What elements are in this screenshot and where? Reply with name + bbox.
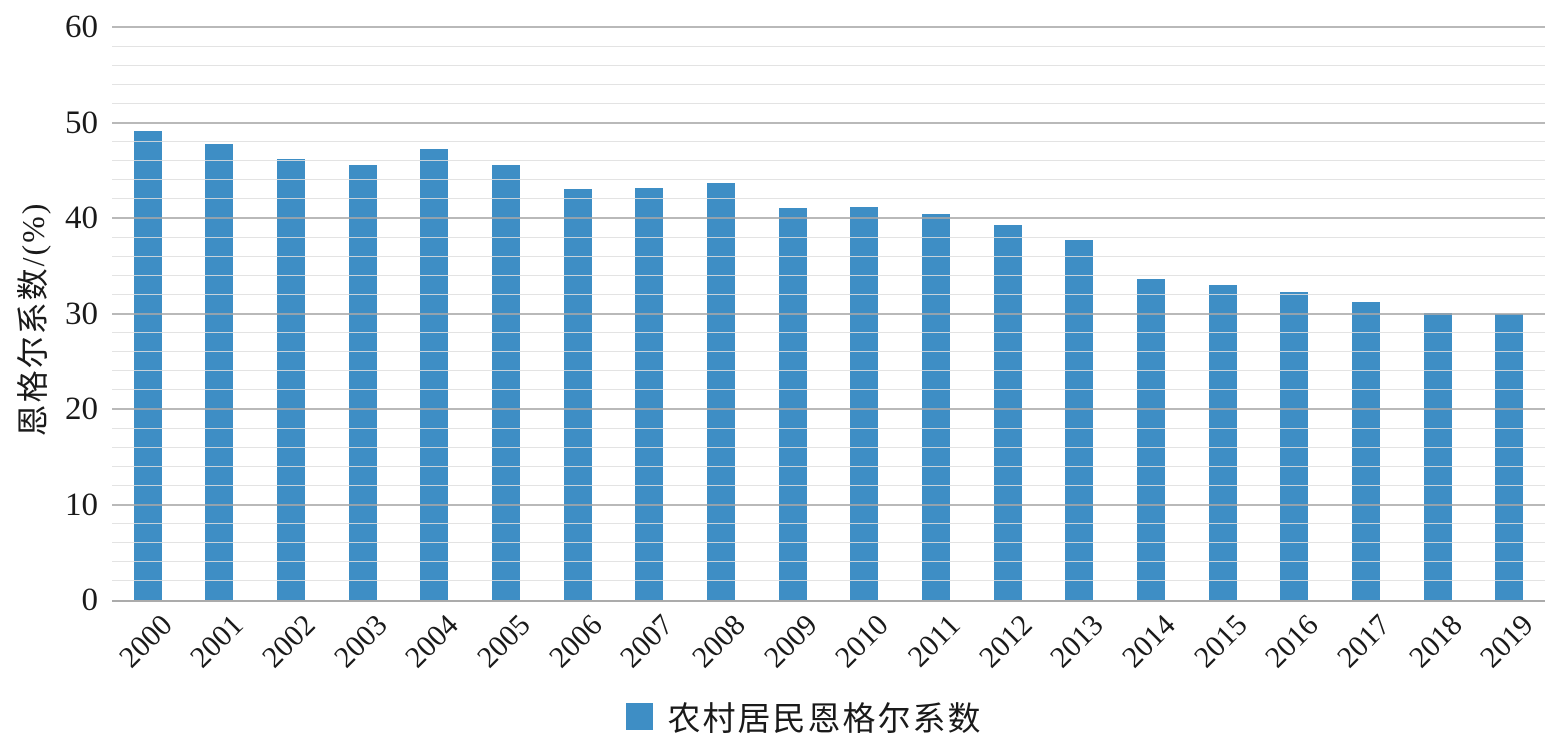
bar-2017 [1351, 302, 1380, 600]
legend-label: 农村居民恩格尔系数 [667, 702, 983, 738]
minor-gridline [112, 389, 1545, 391]
bar-2011 [921, 214, 950, 600]
minor-gridline [112, 102, 1545, 104]
y-tick-label: 30 [65, 295, 98, 332]
y-tick-label: 40 [65, 200, 98, 236]
minor-gridline [112, 523, 1545, 525]
bar-2012 [993, 224, 1022, 600]
bar-2015 [1208, 284, 1237, 600]
bar-2014 [1136, 279, 1165, 600]
minor-gridline [112, 179, 1545, 181]
minor-gridline [112, 64, 1545, 66]
minor-gridline [112, 332, 1545, 334]
bar-2004 [420, 149, 449, 600]
major-gridline [112, 408, 1545, 410]
bar-2001 [205, 144, 234, 600]
bar-2010 [850, 207, 879, 600]
legend: 农村居民恩格尔系数 [0, 692, 1550, 740]
minor-gridline [112, 45, 1545, 47]
minor-gridline [112, 236, 1545, 238]
major-gridline [112, 121, 1545, 124]
bar-2018 [1423, 312, 1452, 600]
y-tick-label: 0 [81, 582, 99, 618]
y-tick-label: 50 [65, 104, 98, 141]
x-axis-line [112, 600, 1545, 602]
bar-2008 [707, 182, 736, 600]
bar-2000 [133, 131, 162, 600]
minor-gridline [112, 274, 1545, 276]
major-gridline [112, 26, 1545, 28]
minor-gridline [112, 370, 1545, 372]
plot-area [112, 26, 1545, 602]
bar-2016 [1280, 292, 1309, 600]
y-tick-label: 20 [65, 391, 98, 427]
minor-gridline [112, 561, 1545, 563]
bar-2013 [1065, 239, 1094, 600]
bar-2006 [563, 189, 592, 600]
minor-gridline [112, 141, 1545, 143]
bar-2002 [277, 158, 306, 600]
minor-gridline [112, 160, 1545, 162]
minor-gridline [112, 580, 1545, 582]
minor-gridline [112, 293, 1545, 295]
y-tick-label: 10 [65, 486, 98, 523]
minor-gridline [112, 542, 1545, 544]
y-tick-label: 60 [65, 9, 98, 45]
bar-2019 [1495, 313, 1524, 600]
major-gridline [112, 217, 1545, 219]
bar-2003 [348, 164, 377, 600]
minor-gridline [112, 427, 1545, 429]
minor-gridline [112, 351, 1545, 353]
bar-2005 [492, 165, 521, 600]
minor-gridline [112, 255, 1545, 257]
major-gridline [112, 503, 1545, 506]
minor-gridline [112, 484, 1545, 486]
minor-gridline [112, 83, 1545, 85]
minor-gridline [112, 465, 1545, 467]
minor-gridline [112, 446, 1545, 448]
bar-2007 [635, 188, 664, 600]
major-gridline [112, 312, 1545, 315]
minor-gridline [112, 198, 1545, 200]
legend-swatch [625, 702, 653, 730]
bar-2009 [778, 208, 807, 600]
